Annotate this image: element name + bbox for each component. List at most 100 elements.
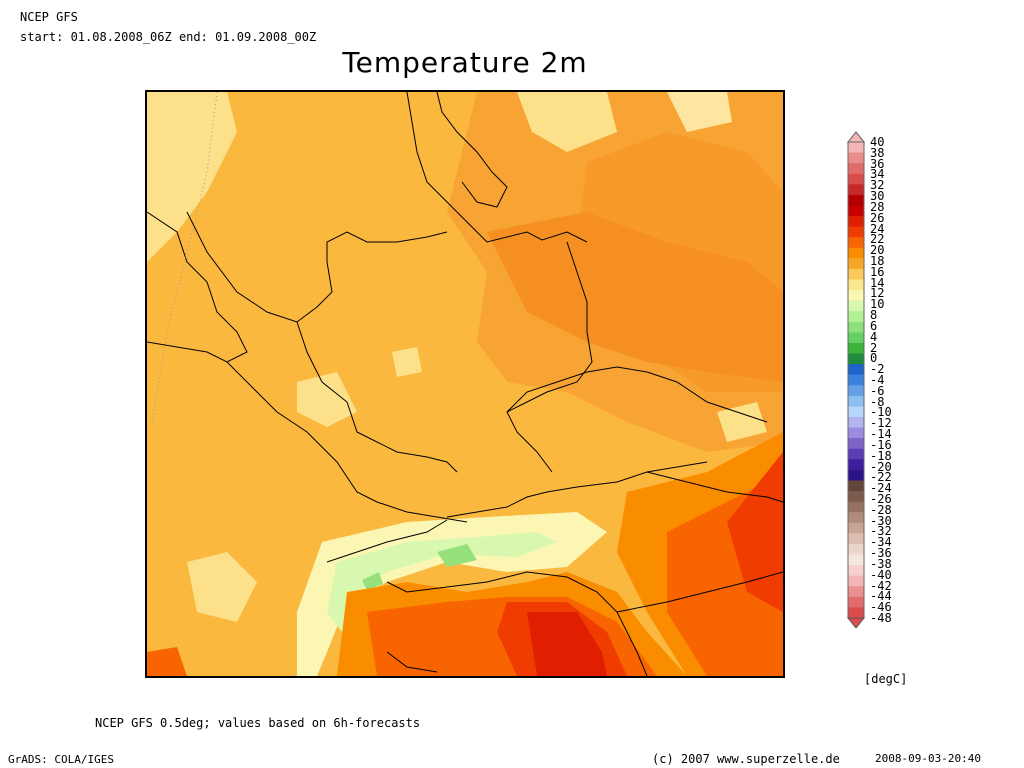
colorbar-tick-label: -2 — [870, 362, 885, 377]
colorbar-svg — [846, 131, 866, 629]
coastline-north-sea — [186, 211, 448, 323]
colorbar-swatch — [848, 533, 864, 545]
colorbar-tick-label: -32 — [870, 524, 892, 539]
footnote: NCEP GFS 0.5deg; values based on 6h-fore… — [95, 716, 421, 730]
colorbar-tick-label: -28 — [870, 502, 892, 517]
colorbar-swatch — [848, 586, 864, 598]
colorbar-tick-label: 32 — [870, 178, 885, 193]
colorbar-swatch — [848, 575, 864, 587]
software-credit: GrADS: COLA/IGES — [8, 753, 114, 766]
colorbar-swatch — [848, 501, 864, 513]
field-center-pale-2 — [392, 347, 422, 377]
colorbar-swatch — [848, 459, 864, 471]
colorbar-tick-label: 10 — [870, 297, 885, 312]
colorbar-swatch — [848, 543, 864, 556]
colorbar-swatch — [848, 321, 864, 333]
colorbar-swatch — [848, 512, 864, 524]
colorbar-swatch — [848, 226, 864, 238]
colorbar-swatch — [848, 607, 864, 619]
colorbar-swatch — [848, 342, 864, 355]
field-northeast-pale — [667, 92, 732, 132]
colorbar-swatch — [848, 205, 864, 217]
colorbar-tick-label: -20 — [870, 459, 892, 474]
colorbar-tick-label: 14 — [870, 275, 885, 290]
colorbar-swatch — [848, 565, 864, 577]
border-italy — [386, 571, 648, 676]
colorbar-swatch — [848, 554, 864, 566]
field-alps-8b — [362, 572, 383, 590]
colorbar-tick-label: -18 — [870, 448, 892, 463]
field-southwest-22 — [147, 647, 187, 676]
chart-title: Temperature 2m — [342, 46, 588, 79]
colorbar-swatch — [848, 448, 864, 460]
colorbar-swatch — [848, 237, 864, 249]
border-south — [386, 651, 438, 673]
field-alps-10 — [327, 532, 557, 632]
colorbar-swatch — [848, 216, 864, 228]
colorbar-tick-label: 2 — [870, 340, 878, 355]
coastline-denmark — [406, 92, 588, 243]
colorbar-swatch — [848, 480, 864, 492]
forecast-period: start: 01.08.2008_06Z end: 01.09.2008_00… — [20, 30, 317, 44]
colorbar-swatch — [848, 332, 864, 344]
colorbar-swatch — [848, 417, 864, 429]
colorbar-tick-label: 6 — [870, 318, 878, 333]
colorbar-tick-label: -46 — [870, 600, 892, 615]
field-east-pale — [717, 402, 767, 442]
colorbar-swatch — [848, 374, 864, 386]
colorbar-swatch — [848, 395, 864, 407]
colorbar-swatch — [848, 438, 864, 450]
colorbar-tick-label: 0 — [870, 351, 878, 366]
colorbar-swatch — [848, 268, 864, 281]
copyright: (c) 2007 www.superzelle.de — [652, 752, 840, 766]
colorbar-swatch — [848, 364, 864, 376]
colorbar-tick-label: -48 — [870, 611, 892, 625]
colorbar-tick-label: 34 — [870, 167, 885, 182]
colorbar-tick-label: 16 — [870, 264, 885, 279]
colorbar-swatch — [848, 279, 864, 291]
colorbar-tick-label: -6 — [870, 383, 885, 398]
colorbar-tick-label: 26 — [870, 210, 885, 225]
colorbar-tick-label: 8 — [870, 308, 878, 323]
colorbar-tick-label: 4 — [870, 329, 878, 344]
colorbar-tick-label: 22 — [870, 232, 885, 247]
colorbar-swatch — [848, 491, 864, 503]
colorbar-tick-label: 28 — [870, 199, 885, 214]
colorbar-top-arrow — [846, 131, 866, 143]
colorbar-bottom-arrow — [846, 617, 866, 629]
temperature-map — [145, 90, 785, 678]
border-czech — [506, 366, 768, 423]
colorbar-swatch — [848, 427, 864, 439]
field-center-pale — [297, 372, 357, 427]
unit-label: [degC] — [864, 672, 908, 686]
colorbar-swatch — [848, 300, 864, 312]
colorbar-swatch — [848, 311, 864, 323]
colorbar-swatch — [848, 184, 864, 196]
border-france — [226, 361, 468, 523]
border-hungary — [646, 471, 783, 503]
colorbar-tick-label: -10 — [870, 405, 892, 420]
colorbar-tick-label: 38 — [870, 145, 885, 160]
colorbar-tick-label: 18 — [870, 254, 885, 268]
colorbar-tick-label: 12 — [870, 286, 885, 301]
field-north-pale — [517, 92, 617, 152]
colorbar-tick-label: 20 — [870, 243, 885, 258]
border-east — [506, 241, 593, 473]
colorbar-tick-label: -42 — [870, 578, 892, 593]
colorbar-swatch — [848, 290, 864, 302]
colorbar-swatch — [848, 522, 864, 534]
colorbar-swatch — [848, 163, 864, 175]
colorbar-tick-label: -4 — [870, 373, 885, 387]
timestamp: 2008-09-03-20:40 — [875, 752, 981, 765]
colorbar-swatch — [848, 353, 864, 365]
colorbar-tick-label: 36 — [870, 156, 885, 171]
colorbar-swatch — [848, 596, 864, 608]
colorbar-tick-label: -8 — [870, 394, 885, 409]
colorbar-tick-label: -12 — [870, 416, 892, 431]
colorbar-swatch — [848, 173, 864, 185]
border-austria — [446, 461, 708, 518]
colorbar-tick-label: 30 — [870, 189, 885, 204]
colorbar-swatch — [848, 406, 864, 418]
border-swiss — [326, 519, 448, 563]
colorbar-swatch — [848, 194, 864, 206]
